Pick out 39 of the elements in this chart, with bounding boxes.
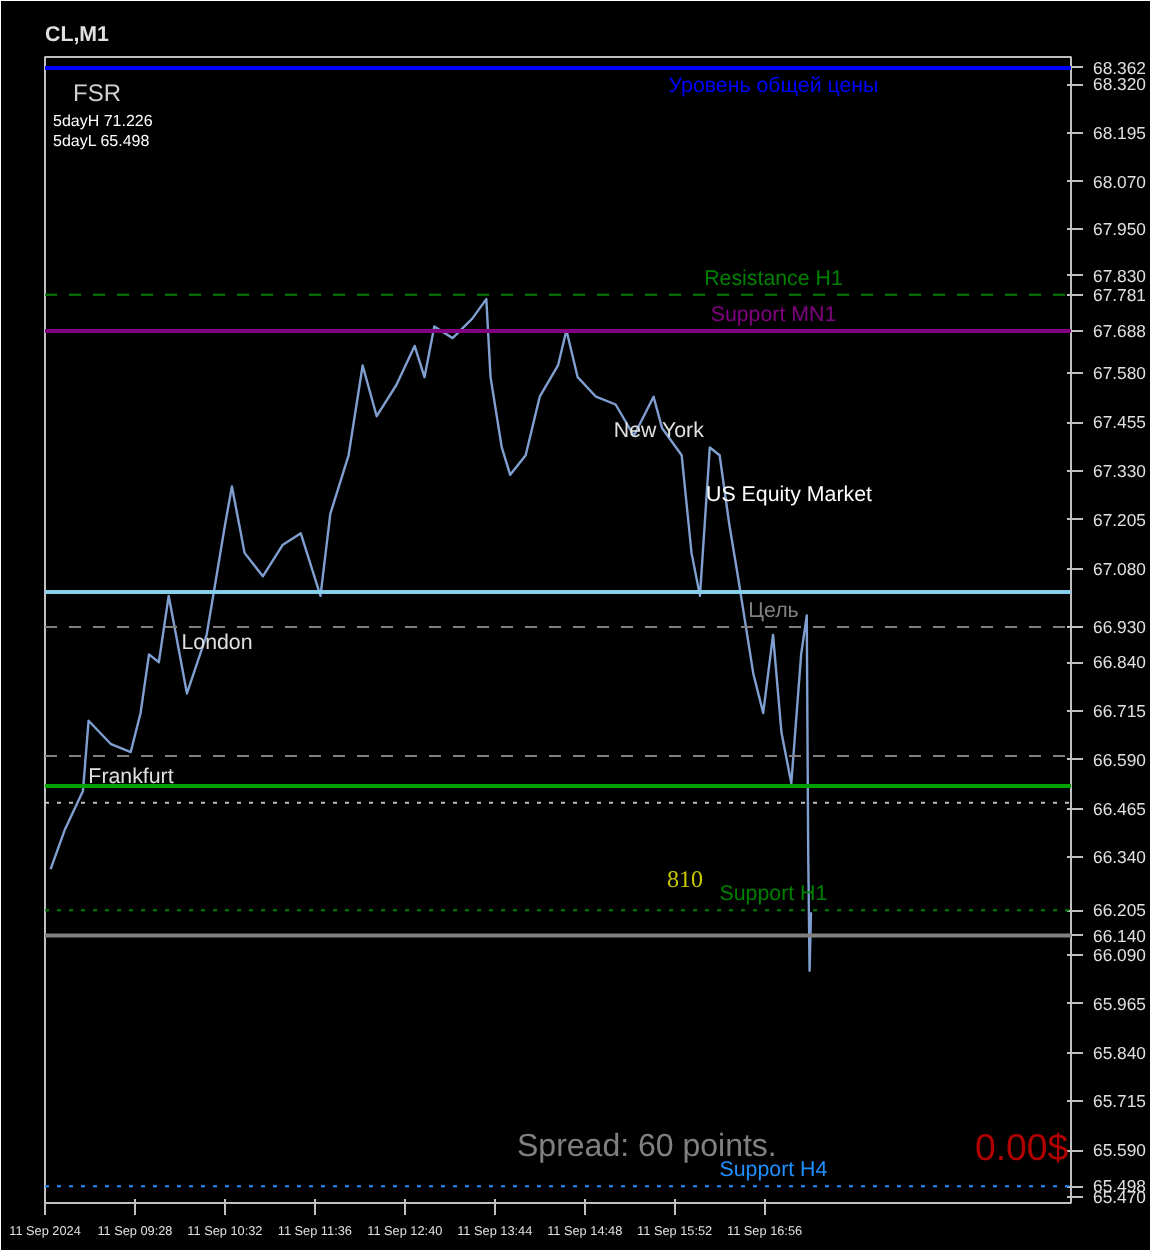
annotation: FSR (73, 79, 122, 107)
y-tick-label: 67.205 (1093, 509, 1147, 530)
annotation: 5dayL 65.498 (53, 132, 151, 150)
ref-line-label: Цель (748, 599, 800, 624)
y-tick-label: 66.465 (1093, 798, 1147, 819)
y-tick-label: 66.930 (1093, 617, 1147, 638)
y-tick-label: 66.715 (1093, 701, 1147, 722)
y-tick-label: 68.320 (1093, 74, 1147, 95)
y-tick-label: 67.330 (1093, 460, 1147, 481)
y-tick-label: 67.950 (1093, 218, 1147, 239)
ref-line-label: Resistance H1 (704, 266, 843, 291)
y-tick-label: 65.715 (1093, 1091, 1147, 1112)
annotation: Frankfurt (88, 765, 174, 789)
y-tick-label: 67.781 (1093, 284, 1147, 305)
annotation: 5dayH 71.226 (53, 112, 154, 130)
y-tick-label: 66.090 (1093, 945, 1147, 966)
ref-line-label: Support H4 (719, 1158, 828, 1183)
y-tick-label: 66.590 (1093, 749, 1147, 770)
annotation: 810 (667, 865, 703, 893)
y-tick-label: 66.340 (1093, 847, 1147, 868)
ref-line-label: Support MN1 (710, 303, 837, 328)
y-tick-label: 67.580 (1093, 363, 1147, 384)
y-tick-label: 65.965 (1093, 993, 1147, 1014)
y-tick-label: 66.140 (1093, 925, 1147, 946)
y-tick-label: 67.080 (1093, 558, 1147, 579)
y-tick-label: 67.830 (1093, 265, 1147, 286)
y-tick-label: 66.205 (1093, 900, 1147, 921)
annotation: 0.00$ (975, 1126, 1070, 1168)
y-tick-label: 68.362 (1093, 57, 1147, 78)
y-tick-label: 65.840 (1093, 1042, 1147, 1063)
y-tick-label: 68.070 (1093, 171, 1147, 192)
annotation: Spread: 60 points. (517, 1130, 777, 1164)
y-tick-label: 66.840 (1093, 652, 1147, 673)
y-tick-label: 67.455 (1093, 412, 1147, 433)
y-tick-label: 65.590 (1093, 1140, 1147, 1161)
ref-line-label: Уровень общей цены (668, 73, 879, 98)
y-tick-label: 67.688 (1093, 321, 1147, 342)
y-tick-label: 68.195 (1093, 123, 1147, 144)
chart-title: CL,M1 (45, 23, 110, 47)
